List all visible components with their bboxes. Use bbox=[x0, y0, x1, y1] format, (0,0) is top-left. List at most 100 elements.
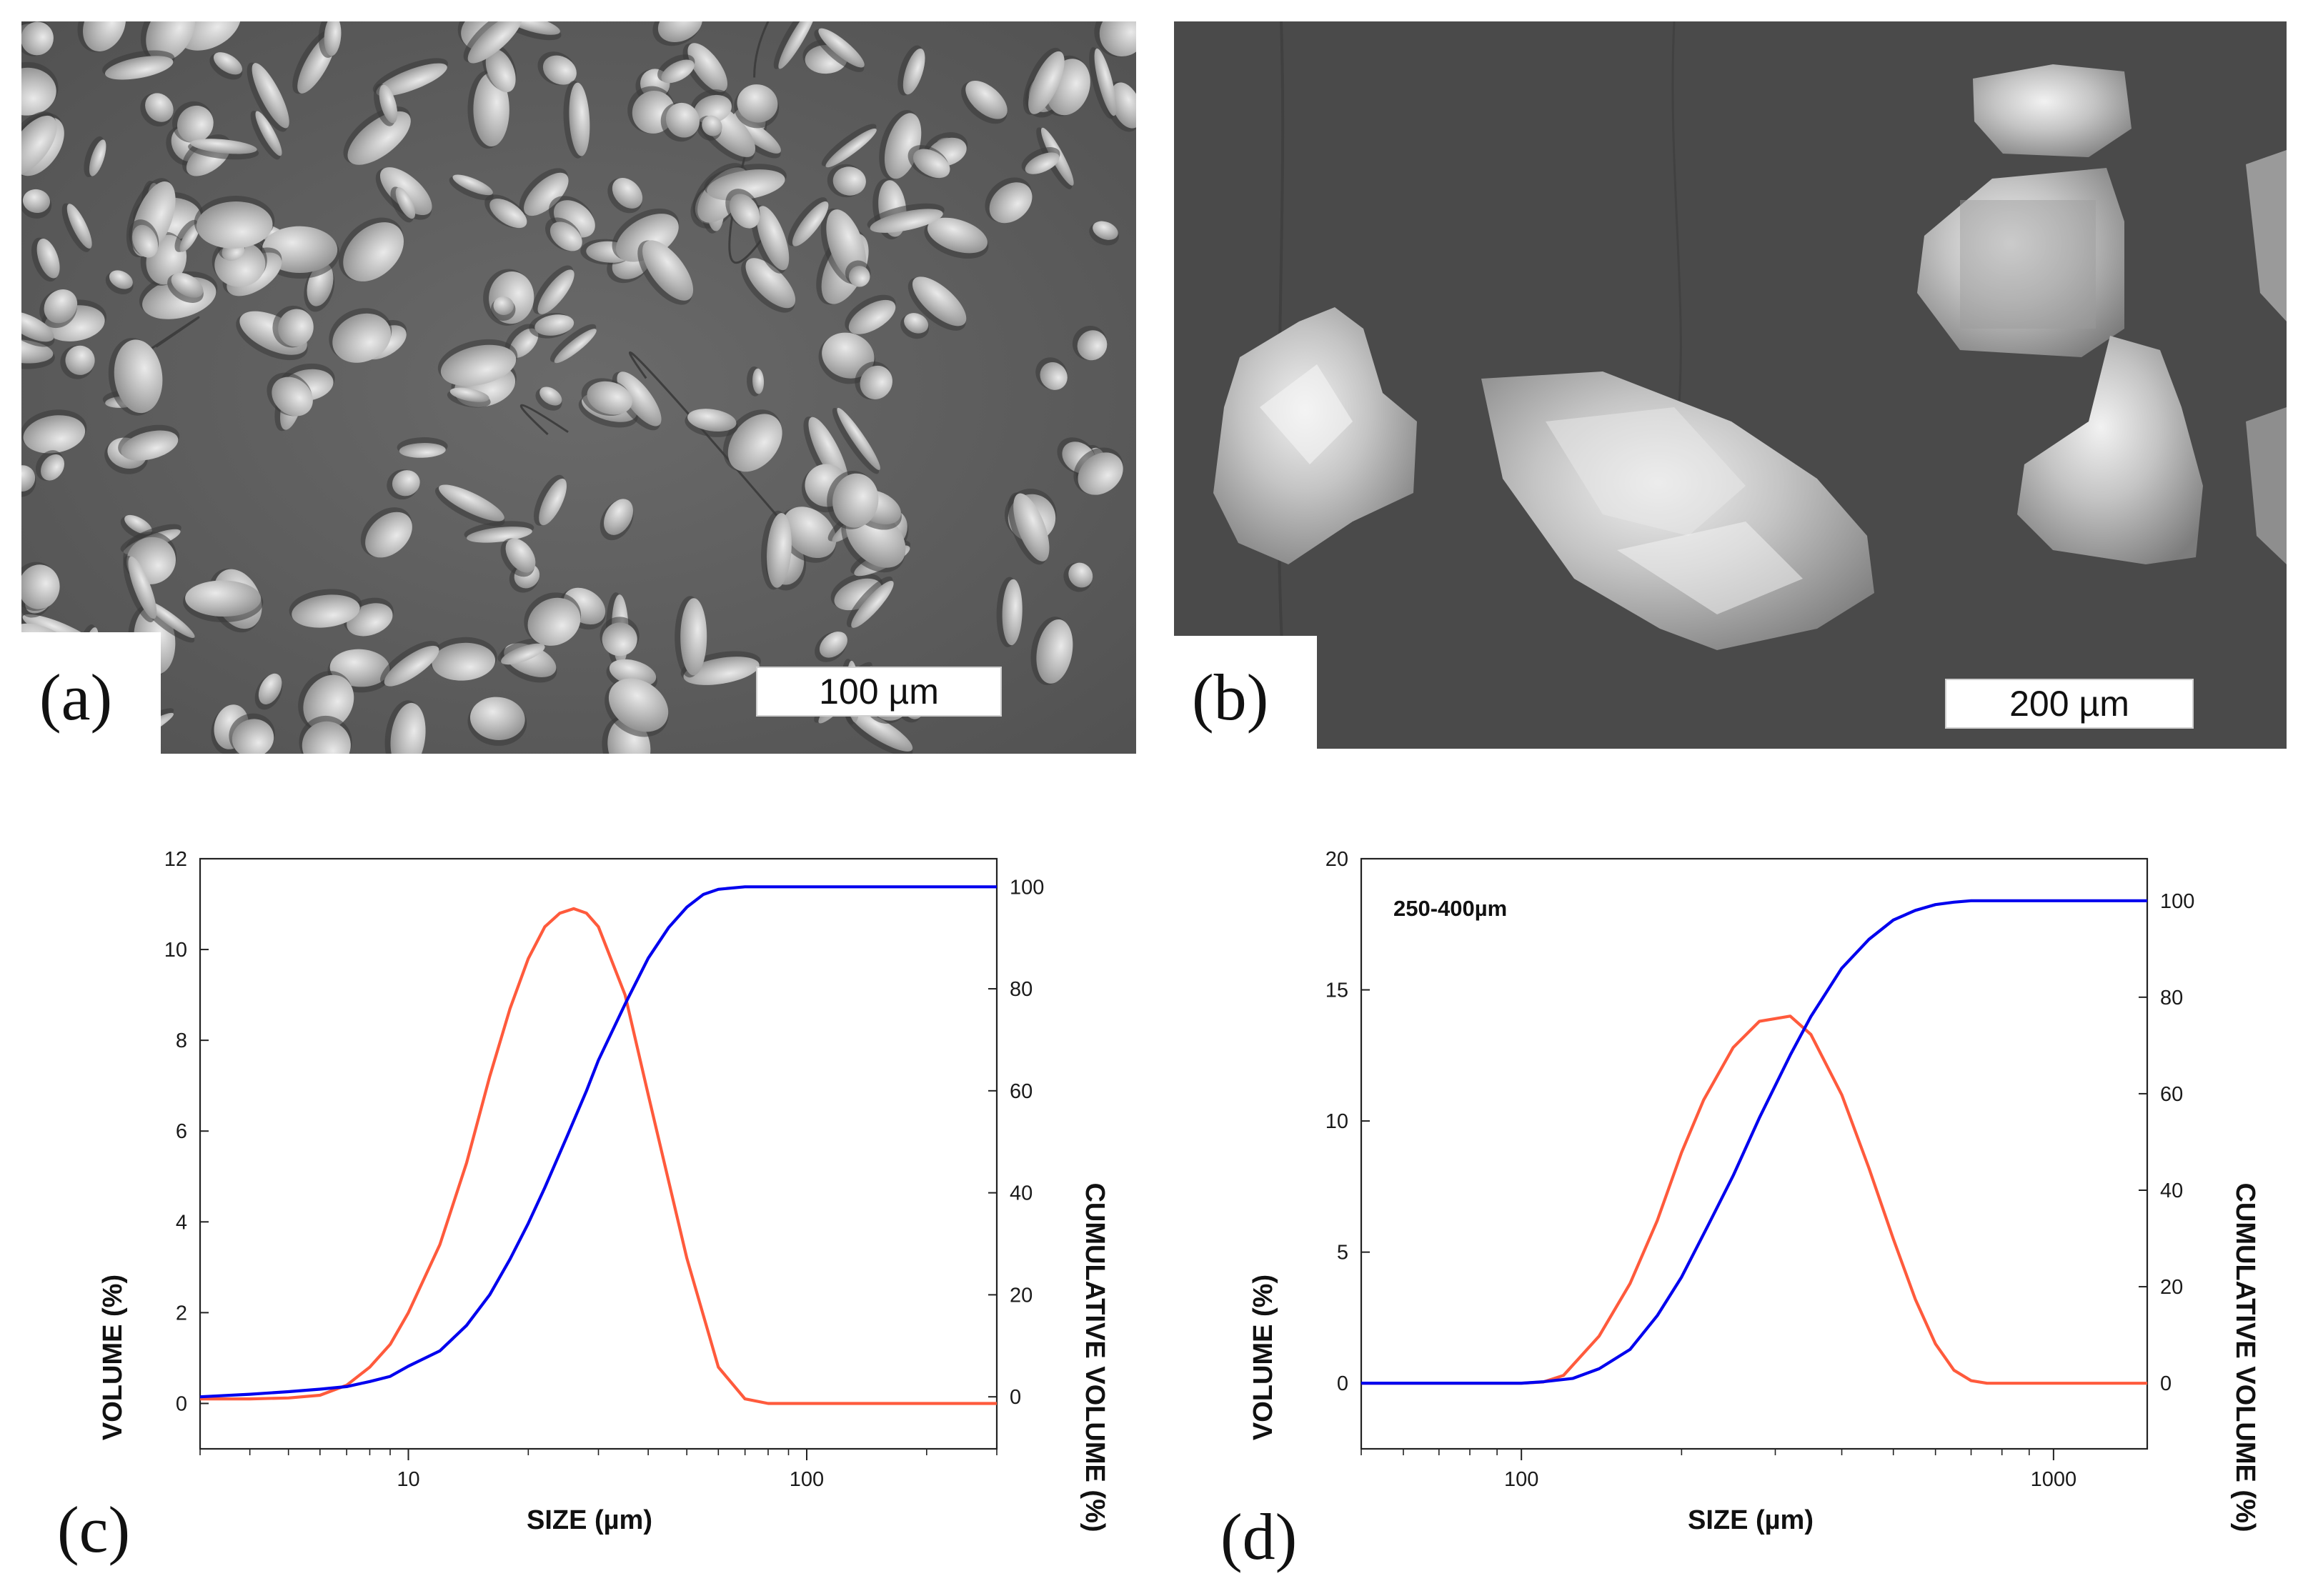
particle bbox=[347, 111, 411, 165]
particle bbox=[554, 329, 597, 364]
y-tick-label-d: 0 bbox=[1337, 1372, 1348, 1395]
particle bbox=[44, 289, 78, 324]
y2-tick-label-c: 60 bbox=[1010, 1080, 1033, 1103]
particle bbox=[1094, 48, 1117, 116]
particle bbox=[83, 21, 126, 51]
particle bbox=[41, 454, 64, 481]
particle bbox=[822, 332, 875, 379]
scale-bar-a: 100 µm bbox=[756, 667, 1002, 717]
particle bbox=[657, 21, 703, 43]
particle bbox=[752, 368, 765, 394]
y-tick-label-d: 20 bbox=[1325, 848, 1348, 871]
particle bbox=[707, 169, 785, 201]
particle bbox=[485, 49, 516, 93]
particle bbox=[509, 328, 539, 358]
label-box-b bbox=[1174, 636, 1317, 749]
particle bbox=[609, 659, 657, 687]
crack-line bbox=[519, 404, 569, 436]
particle bbox=[902, 48, 925, 95]
particle bbox=[825, 128, 877, 168]
y-tick-label-c: 0 bbox=[176, 1392, 187, 1415]
label-box-a bbox=[21, 632, 161, 754]
particle bbox=[449, 387, 489, 402]
particle bbox=[604, 499, 633, 535]
particle bbox=[36, 238, 60, 279]
particle bbox=[756, 206, 790, 271]
particle bbox=[258, 673, 282, 704]
particle bbox=[745, 258, 796, 309]
particle bbox=[849, 709, 913, 752]
particle bbox=[365, 512, 412, 558]
y2-tick-label-c: 20 bbox=[1010, 1284, 1033, 1307]
particle bbox=[379, 84, 398, 124]
particle bbox=[602, 622, 637, 657]
y2-axis-title-d: CUMULATIVE VOLUME (%) bbox=[2230, 1182, 2260, 1532]
particle bbox=[332, 313, 392, 363]
particle bbox=[440, 344, 517, 386]
particle bbox=[537, 269, 574, 314]
y2-axis-title-c: CUMULATIVE VOLUME (%) bbox=[1080, 1182, 1110, 1532]
particle bbox=[608, 678, 669, 732]
particle bbox=[196, 201, 273, 249]
y-tick-label-d: 5 bbox=[1337, 1242, 1348, 1265]
particle bbox=[278, 309, 314, 347]
particle bbox=[452, 174, 493, 196]
particle bbox=[661, 59, 695, 84]
particle bbox=[171, 272, 204, 298]
y-tick-label-d: 15 bbox=[1325, 979, 1348, 1002]
particle bbox=[1028, 51, 1065, 114]
particle bbox=[21, 465, 36, 492]
y2-tick-label-d: 20 bbox=[2160, 1276, 2183, 1299]
y2-tick-label-c: 80 bbox=[1010, 978, 1033, 1001]
y-tick-label-c: 4 bbox=[176, 1211, 187, 1234]
fragment-lower-right bbox=[2017, 336, 2203, 564]
x-axis-title-c: SIZE (µm) bbox=[527, 1505, 652, 1535]
particle bbox=[399, 443, 446, 458]
particle bbox=[782, 507, 837, 559]
particle bbox=[146, 21, 195, 61]
particle bbox=[390, 702, 426, 754]
particle bbox=[1099, 21, 1136, 57]
particle bbox=[680, 598, 707, 676]
particle bbox=[66, 204, 92, 249]
x-axis-title-d: SIZE (µm) bbox=[1688, 1505, 1814, 1535]
particle bbox=[569, 82, 590, 156]
particle bbox=[392, 470, 420, 497]
particle bbox=[860, 365, 892, 399]
particle bbox=[534, 314, 574, 336]
panel-label-c: (c) bbox=[57, 1493, 131, 1566]
y2-tick-label-d: 0 bbox=[2160, 1372, 2172, 1395]
particle bbox=[145, 93, 174, 122]
particle bbox=[524, 172, 569, 216]
plot-frame-d bbox=[1360, 857, 2149, 1450]
particle bbox=[303, 674, 354, 731]
particle bbox=[343, 222, 404, 281]
particle bbox=[104, 56, 174, 80]
particle bbox=[179, 224, 200, 252]
fragment-top-right bbox=[1973, 64, 2132, 157]
particle bbox=[912, 149, 950, 179]
particle bbox=[527, 597, 581, 646]
particle bbox=[539, 478, 567, 526]
y2-tick-label-d: 80 bbox=[2160, 987, 2183, 1009]
fragment-right bbox=[1917, 168, 2124, 357]
y-tick-label-c: 8 bbox=[176, 1029, 187, 1052]
particle bbox=[489, 198, 527, 229]
y-tick-label-c: 10 bbox=[164, 939, 187, 962]
panel-label-a: (a) bbox=[39, 661, 113, 734]
particle bbox=[21, 67, 56, 116]
y-tick-label-c: 6 bbox=[176, 1120, 187, 1143]
particle bbox=[438, 484, 504, 522]
particle bbox=[384, 645, 439, 687]
particle bbox=[549, 221, 582, 251]
particle bbox=[1110, 82, 1136, 129]
particle bbox=[729, 194, 760, 229]
particle bbox=[665, 102, 700, 138]
y-tick-label-c: 2 bbox=[176, 1302, 187, 1325]
particle bbox=[128, 556, 157, 619]
particle bbox=[1093, 221, 1118, 240]
chart-c: CUMULATIVE VOLUME (%) VOLUME (%) SIZE (µ… bbox=[98, 848, 1110, 1535]
particle bbox=[612, 178, 643, 209]
particle bbox=[904, 313, 929, 334]
volume-line-d bbox=[1361, 1014, 2147, 1385]
